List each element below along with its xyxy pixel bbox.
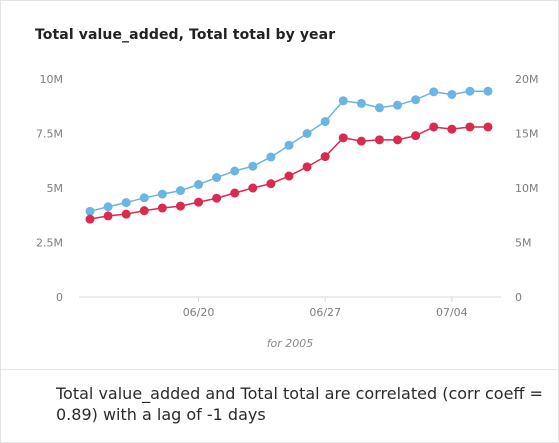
- series-1-point: [121, 198, 131, 208]
- series-2-point: [230, 188, 240, 198]
- series-2-point: [157, 203, 167, 213]
- series-2-point: [266, 179, 276, 189]
- series-2-point: [302, 162, 312, 172]
- series-2-point: [356, 136, 366, 146]
- series-1-point: [194, 180, 204, 190]
- y-right-tick-label: 5M: [515, 237, 532, 250]
- series-2-point: [429, 122, 439, 132]
- chart-footnote: for 2005: [267, 337, 314, 350]
- x-tick-label: 06/20: [183, 306, 215, 319]
- series-1-point: [465, 86, 475, 96]
- line-chart: 0 2.5M 5M 7.5M 10M 0 5M 10M 15M 20M 06/20 06/27 07/0…: [36, 73, 539, 350]
- series-1-point: [356, 98, 366, 108]
- divider: [1, 369, 558, 370]
- y-left-tick-label: 7.5M: [36, 128, 63, 141]
- series-2-point: [320, 152, 330, 162]
- series-2-point: [139, 206, 149, 216]
- series-2-point: [175, 201, 185, 211]
- y-right-tick-label: 0: [515, 291, 522, 304]
- series-1-point: [157, 189, 167, 199]
- correlation-summary: Total value_added and Total total are co…: [56, 384, 543, 424]
- series-2-point: [483, 122, 493, 132]
- series-1-point: [230, 166, 240, 176]
- series-1-point: [483, 86, 493, 96]
- series-1-line: [89, 90, 488, 213]
- series-1-point: [139, 193, 149, 203]
- y-left-tick-label: 0: [56, 291, 63, 304]
- series-1-point: [248, 161, 258, 171]
- series-1-point: [175, 186, 185, 196]
- series-2-point: [284, 171, 294, 181]
- series-1-point: [447, 89, 457, 99]
- series-2-point: [393, 135, 403, 145]
- series-2-point: [121, 209, 131, 219]
- series-2-point: [465, 122, 475, 132]
- y-right-tick-label: 15M: [515, 128, 539, 141]
- series-2-point: [374, 135, 384, 145]
- series-1-point: [338, 96, 348, 106]
- series-2-point: [103, 211, 113, 221]
- series-1-point: [374, 103, 384, 113]
- series-1-point: [393, 100, 403, 110]
- series-2-point: [248, 183, 258, 193]
- series-1-point: [411, 95, 421, 105]
- series-1-point: [302, 129, 312, 138]
- series-2-point: [194, 197, 204, 207]
- series-1-point: [266, 152, 276, 162]
- series-1-point: [429, 87, 439, 97]
- y-right-tick-label: 20M: [515, 73, 539, 86]
- x-tick-label: 07/04: [436, 306, 468, 319]
- series-2-point: [338, 133, 348, 143]
- series-1-point: [320, 117, 330, 127]
- series-1-point: [284, 140, 294, 150]
- y-left-tick-label: 10M: [40, 73, 64, 86]
- chart-title: Total value_added, Total total by year: [35, 27, 336, 43]
- y-left-tick-label: 2.5M: [36, 237, 63, 250]
- series-1-point: [103, 202, 113, 212]
- series-2-point: [411, 131, 421, 141]
- x-tick-label: 06/27: [309, 306, 341, 319]
- series-2-point: [447, 124, 457, 134]
- series-1-point: [212, 173, 222, 183]
- y-left-tick-label: 5M: [47, 182, 64, 195]
- series-1-point: [85, 206, 95, 216]
- series-2-point: [212, 193, 222, 203]
- y-right-tick-label: 10M: [515, 182, 539, 195]
- series-2-point: [85, 214, 95, 224]
